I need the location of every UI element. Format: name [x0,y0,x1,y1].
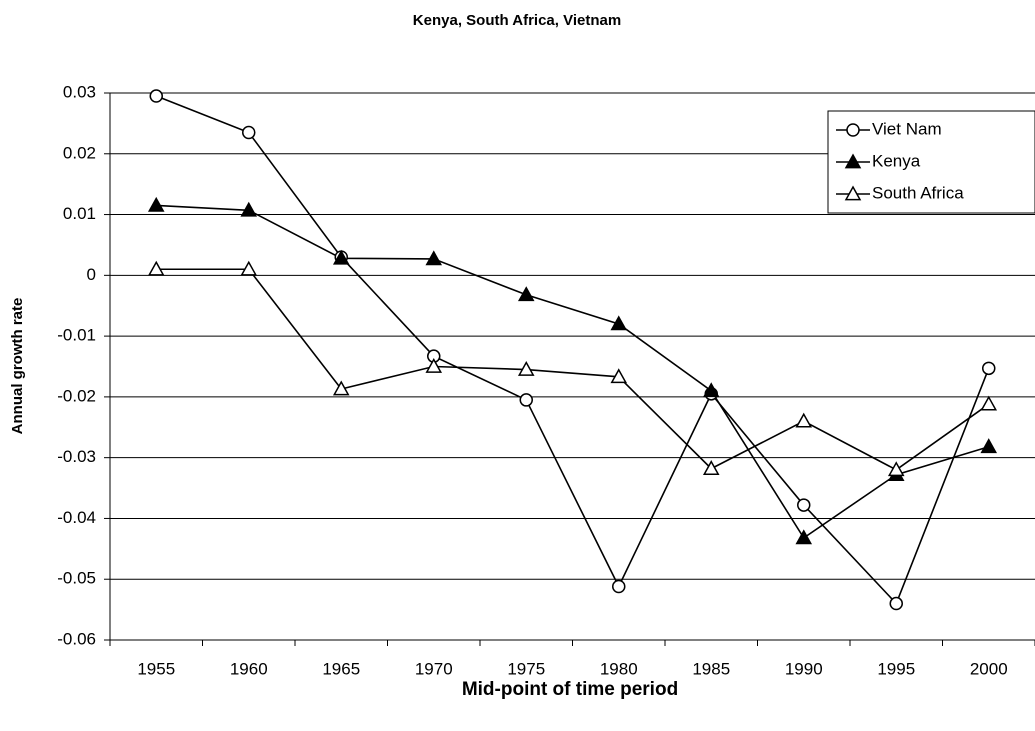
y-tick-label: 0.03 [63,82,96,101]
marker [982,361,996,376]
legend-marker [844,153,862,169]
x-tick-label: 1965 [322,659,360,678]
x-tick-label: 1990 [785,659,823,678]
marker [702,382,720,398]
marker [147,260,165,276]
marker [887,461,905,477]
series-line [155,95,990,606]
y-axis-title: Annual growth rate [9,298,26,435]
x-tick-label: 1955 [137,659,175,678]
x-tick-label: 1995 [877,659,915,678]
marker [702,460,720,475]
marker [425,250,443,266]
y-tick-label: -0.01 [57,326,96,345]
marker [240,201,258,217]
y-tick-label: -0.04 [57,508,96,527]
y-tick-label: -0.06 [57,629,96,648]
y-tick-label: 0 [87,265,96,284]
marker [980,395,998,411]
marker [517,286,535,302]
x-tick-label: 1970 [415,659,453,678]
marker [610,368,628,384]
x-tick-label: 1960 [230,659,268,678]
marker [517,360,535,376]
marker [425,357,443,373]
marker [332,380,350,396]
marker [242,125,256,140]
x-axis-title: Mid-point of time period [462,679,678,700]
x-tick-label: 1985 [692,659,730,678]
marker [612,579,626,594]
marker [149,89,163,103]
marker [889,596,903,611]
chart-title: Kenya, South Africa, Vietnam [413,12,621,29]
marker [610,315,628,331]
y-tick-label: 0.01 [63,204,96,223]
marker [980,438,998,454]
legend-label: Kenya [872,151,921,170]
y-tick-label: 0.02 [63,143,96,162]
x-tick-label: 1980 [600,659,638,678]
y-tick-label: -0.02 [57,386,96,405]
marker [147,196,165,212]
legend-label: Viet Nam [872,119,942,138]
legend-marker [846,123,860,137]
legend-marker [844,185,862,201]
legend-label: South Africa [872,183,964,202]
marker [332,249,350,265]
x-tick-label: 2000 [970,659,1008,678]
marker [240,260,258,276]
marker [795,529,813,545]
marker [795,412,813,428]
marker [797,498,811,512]
y-tick-label: -0.05 [57,569,96,588]
series-line [156,204,989,540]
marker [519,393,533,407]
series-line [156,268,990,471]
y-tick-label: -0.03 [57,447,96,466]
x-tick-label: 1975 [507,659,545,678]
